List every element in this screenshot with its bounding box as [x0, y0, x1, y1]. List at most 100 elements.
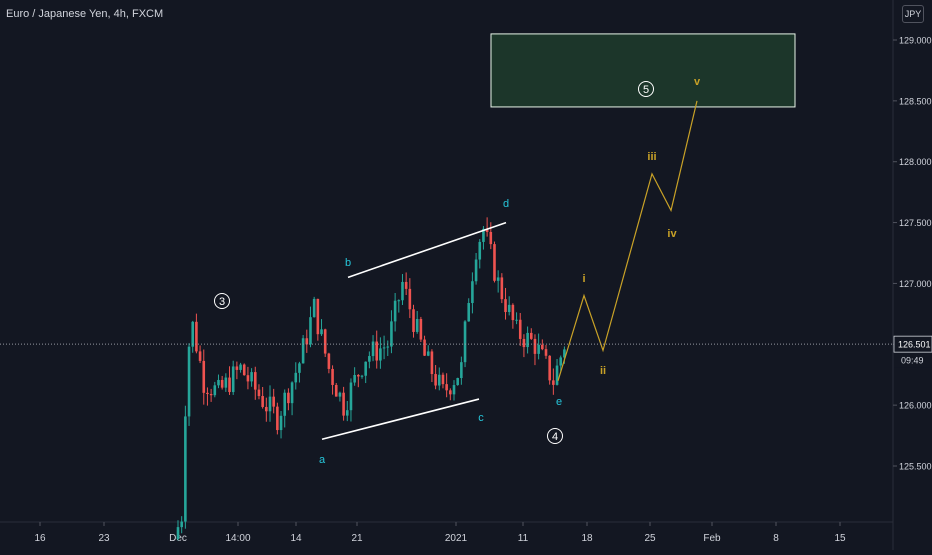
circled-wave-4: 4	[552, 431, 558, 443]
candle-body	[268, 396, 272, 412]
candle-body	[390, 321, 393, 347]
channel-upper-line[interactable]	[347, 221, 507, 279]
candle-body	[467, 303, 471, 322]
candle-body	[305, 338, 309, 345]
candle-body	[555, 365, 559, 385]
candle-body	[526, 332, 529, 348]
candle-body	[493, 244, 496, 281]
candle-body	[323, 329, 327, 354]
candle-body	[246, 375, 250, 382]
candle-body	[195, 321, 198, 352]
candle-body	[345, 410, 349, 416]
candle-body	[334, 384, 338, 397]
candle-body	[437, 374, 441, 386]
time-tick-label: Feb	[703, 533, 721, 544]
candle-body	[474, 259, 478, 282]
candle-body	[382, 347, 386, 349]
time-tick-label: 2021	[445, 533, 468, 544]
currency-badge[interactable]: JPY	[902, 5, 924, 23]
candle-body	[250, 372, 253, 382]
candle-body	[279, 415, 283, 431]
candle-body	[176, 527, 180, 540]
wave-label-iii: iii	[647, 151, 656, 163]
price-tick-label: 129.000	[899, 36, 932, 46]
candle-body	[371, 341, 375, 357]
candle-body	[312, 298, 316, 318]
price-tick-label: 126.000	[899, 401, 932, 411]
candle-body	[309, 317, 312, 345]
candle-body	[338, 392, 342, 397]
candle-body	[180, 521, 183, 528]
candle-body	[257, 389, 261, 397]
candle-body	[500, 277, 504, 300]
candle-body	[265, 406, 268, 412]
candle-body	[460, 362, 463, 379]
candle-body	[198, 351, 202, 361]
candle-body	[349, 382, 353, 411]
candle-body	[217, 379, 220, 386]
price-tick-label: 125.500	[899, 462, 932, 472]
candle-body	[224, 377, 228, 388]
candle-body	[283, 392, 287, 416]
candle-body	[529, 332, 533, 339]
candle-body	[253, 372, 257, 390]
candle-body	[423, 339, 426, 356]
candle-body	[301, 338, 305, 364]
candle-body	[184, 416, 187, 522]
candle-body	[228, 377, 231, 393]
candle-body	[496, 277, 500, 281]
wave-label-e: e	[556, 396, 562, 408]
time-tick-label: 18	[581, 533, 593, 544]
candle-body	[412, 309, 415, 332]
candle-body	[397, 300, 401, 302]
candle-body	[239, 364, 242, 370]
circled-wave-4-ring	[547, 428, 563, 444]
last-price-value: 126.501	[898, 340, 931, 350]
candle-body	[393, 300, 397, 322]
time-tick-label: 14:00	[225, 533, 250, 544]
candle-body	[449, 390, 452, 395]
candle-body	[463, 321, 467, 363]
candle-body	[434, 374, 437, 386]
candle-body	[445, 384, 448, 391]
candle-body	[430, 351, 434, 375]
candle-body	[331, 368, 334, 385]
wave-label-iv: iv	[667, 228, 677, 240]
time-tick-label: 14	[290, 533, 302, 544]
channel-lower-line[interactable]	[321, 398, 480, 440]
time-tick-label: 21	[351, 533, 363, 544]
candle-body	[504, 299, 507, 313]
candle-body	[522, 338, 526, 348]
circled-wave-3: 3	[219, 296, 225, 308]
candle-body	[515, 319, 518, 321]
candle-body	[544, 349, 548, 356]
candle-body	[419, 318, 423, 340]
time-tick-label: 8	[773, 533, 779, 544]
time-tick-label: 15	[834, 533, 846, 544]
candle-body	[408, 288, 412, 310]
price-tick-label: 128.000	[899, 157, 932, 167]
candle-body	[482, 228, 485, 242]
target-zone[interactable]	[490, 33, 796, 108]
countdown-badge	[894, 353, 932, 368]
candle-body	[401, 281, 404, 301]
candle-body	[426, 351, 430, 356]
time-tick-label: 23	[98, 533, 110, 544]
candle-body	[191, 321, 195, 347]
candle-body	[357, 374, 360, 377]
candle-body	[353, 374, 356, 383]
wave-label-d: d	[503, 198, 509, 210]
candle-body	[368, 356, 371, 362]
projected-wave-path[interactable]	[557, 100, 698, 381]
countdown-value: 09:49	[901, 356, 924, 366]
candle-body	[548, 355, 551, 381]
candle-body	[287, 392, 290, 404]
candle-body	[235, 366, 239, 370]
candle-body	[375, 341, 379, 361]
candle-body	[415, 318, 419, 332]
candle-body	[261, 396, 264, 407]
candle-body	[552, 380, 555, 385]
candle-body	[294, 372, 298, 383]
